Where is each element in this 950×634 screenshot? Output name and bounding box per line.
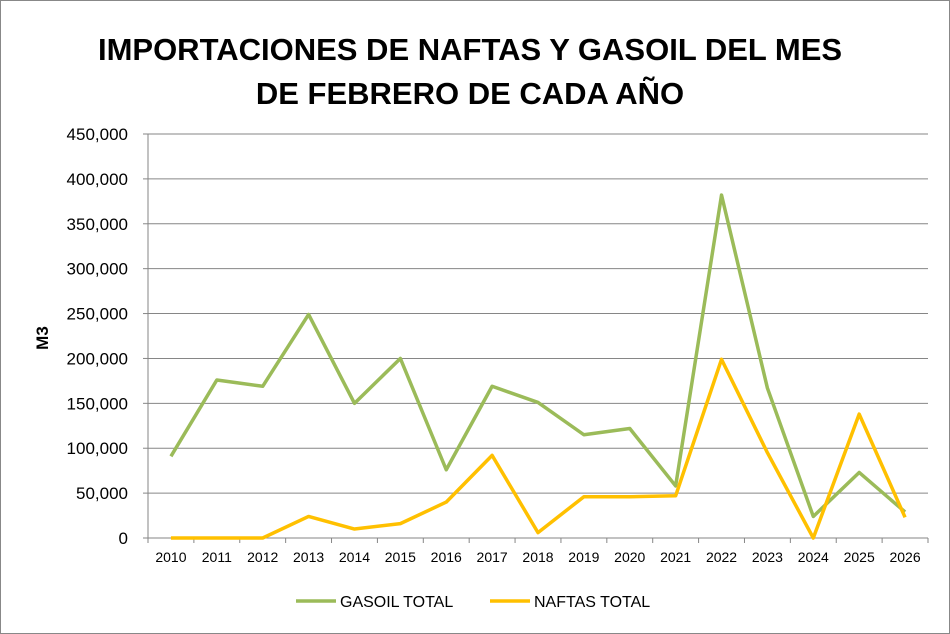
y-tick-label: 300,000 [67, 260, 128, 279]
y-tick-label: 50,000 [76, 484, 128, 503]
x-tick-label: 2016 [431, 549, 462, 565]
x-tick-label: 2014 [339, 549, 370, 565]
x-tick-label: 2012 [247, 549, 278, 565]
y-tick-label: 350,000 [67, 215, 128, 234]
y-tick-label: 100,000 [67, 439, 128, 458]
x-tick-label: 2022 [706, 549, 737, 565]
legend-label: GASOIL TOTAL [340, 594, 453, 611]
y-axis-label: M3 [33, 326, 52, 350]
x-tick-label: 2026 [889, 549, 920, 565]
x-tick-label: 2021 [660, 549, 691, 565]
x-tick-label: 2010 [155, 549, 186, 565]
x-tick-label: 2025 [844, 549, 875, 565]
x-tick-label: 2024 [798, 549, 829, 565]
x-tick-label: 2019 [568, 549, 599, 565]
y-tick-label: 0 [119, 529, 128, 548]
chart-title-line-2: DE FEBRERO DE CADA AÑO [256, 76, 684, 111]
chart-title-line-1: IMPORTACIONES DE NAFTAS Y GASOIL DEL MES [98, 32, 842, 67]
y-tick-label: 450,000 [67, 125, 128, 144]
y-tick-label: 400,000 [67, 170, 128, 189]
x-tick-label: 2013 [293, 549, 324, 565]
x-tick-label: 2023 [752, 549, 783, 565]
y-tick-label: 250,000 [67, 305, 128, 324]
y-tick-label: 200,000 [67, 349, 128, 368]
x-tick-label: 2015 [385, 549, 416, 565]
y-tick-label: 150,000 [67, 394, 128, 413]
x-tick-label: 2017 [477, 549, 508, 565]
legend-label: NAFTAS TOTAL [534, 594, 650, 611]
series-line-gasoil-total [169, 193, 907, 519]
x-tick-label: 2020 [614, 549, 645, 565]
x-tick-label: 2018 [522, 549, 553, 565]
x-tick-label: 2011 [202, 549, 232, 565]
